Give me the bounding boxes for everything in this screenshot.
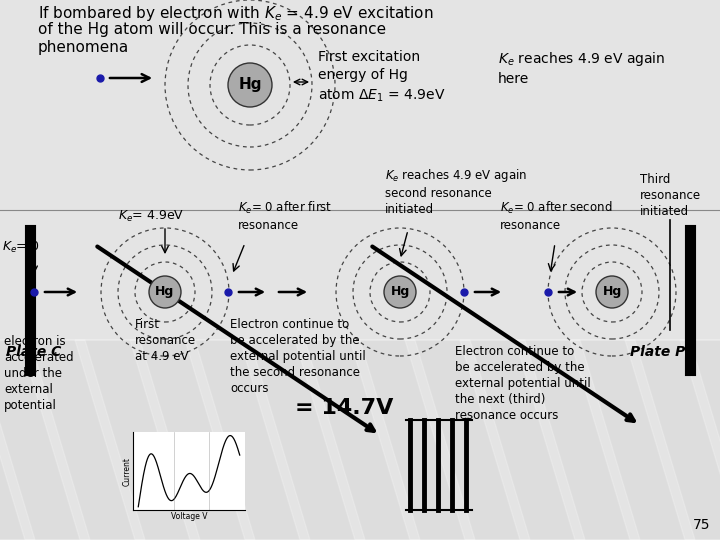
- Bar: [0, 340, 720, 540]
- Text: Plate C: Plate C: [6, 345, 61, 359]
- Text: Hg: Hg: [603, 286, 621, 299]
- Bar: [0, 0, 720, 340]
- Text: Third
resonance
initiated: Third resonance initiated: [640, 173, 701, 218]
- Text: 75: 75: [693, 518, 710, 532]
- Bar: [0, 0, 720, 340]
- Polygon shape: [240, 340, 420, 540]
- Polygon shape: [185, 340, 365, 540]
- Polygon shape: [0, 340, 35, 540]
- Polygon shape: [570, 340, 720, 540]
- Polygon shape: [20, 340, 200, 540]
- Text: $K_e$= 0 after second
resonance: $K_e$= 0 after second resonance: [500, 200, 613, 232]
- Circle shape: [228, 63, 272, 107]
- Polygon shape: [350, 340, 530, 540]
- Circle shape: [149, 276, 181, 308]
- Text: Electron continue to
be accelerated by the
external potential until
the next (th: Electron continue to be accelerated by t…: [455, 345, 590, 422]
- Text: = 14.7V: = 14.7V: [295, 398, 393, 418]
- Polygon shape: [625, 340, 720, 540]
- Text: $K_e$ reaches 4.9 eV again
second resonance
initiated: $K_e$ reaches 4.9 eV again second resona…: [385, 167, 527, 216]
- Polygon shape: [460, 340, 640, 540]
- Y-axis label: Current: Current: [123, 457, 132, 485]
- Text: Electron continue to
be accelerated by the
external potential until
the second r: Electron continue to be accelerated by t…: [230, 318, 366, 395]
- Text: $K_e$ reaches 4.9 eV again
here: $K_e$ reaches 4.9 eV again here: [498, 50, 665, 86]
- Circle shape: [384, 276, 416, 308]
- Polygon shape: [75, 340, 255, 540]
- Text: Hg: Hg: [238, 78, 262, 92]
- Text: Hg: Hg: [156, 286, 175, 299]
- Text: If bombared by electron with $K_e$ = 4.9 eV excitation: If bombared by electron with $K_e$ = 4.9…: [38, 4, 433, 23]
- Polygon shape: [515, 340, 695, 540]
- Polygon shape: [405, 340, 585, 540]
- Text: Hg: Hg: [390, 286, 410, 299]
- Text: $K_e$= 0: $K_e$= 0: [2, 240, 40, 255]
- Text: First excitation
energy of Hg
atom $\Delta E_1$ = 4.9eV: First excitation energy of Hg atom $\Del…: [318, 50, 446, 104]
- Text: Plate P: Plate P: [630, 345, 685, 359]
- Text: electron is
accelerated
under the
external
potential: electron is accelerated under the extern…: [4, 335, 73, 412]
- Text: phenomena: phenomena: [38, 40, 130, 55]
- Polygon shape: [295, 340, 475, 540]
- X-axis label: Voltage V: Voltage V: [171, 512, 207, 521]
- Text: First
resonance
at 4.9 eV: First resonance at 4.9 eV: [135, 318, 196, 363]
- Text: of the Hg atom will occur. This is a resonance: of the Hg atom will occur. This is a res…: [38, 22, 386, 37]
- Text: $K_e$= 0 after first
resonance: $K_e$= 0 after first resonance: [238, 200, 333, 232]
- Text: $K_e$= 4.9eV: $K_e$= 4.9eV: [118, 209, 184, 224]
- Polygon shape: [680, 340, 720, 540]
- Polygon shape: [0, 340, 145, 540]
- Circle shape: [596, 276, 628, 308]
- Polygon shape: [130, 340, 310, 540]
- Polygon shape: [0, 340, 90, 540]
